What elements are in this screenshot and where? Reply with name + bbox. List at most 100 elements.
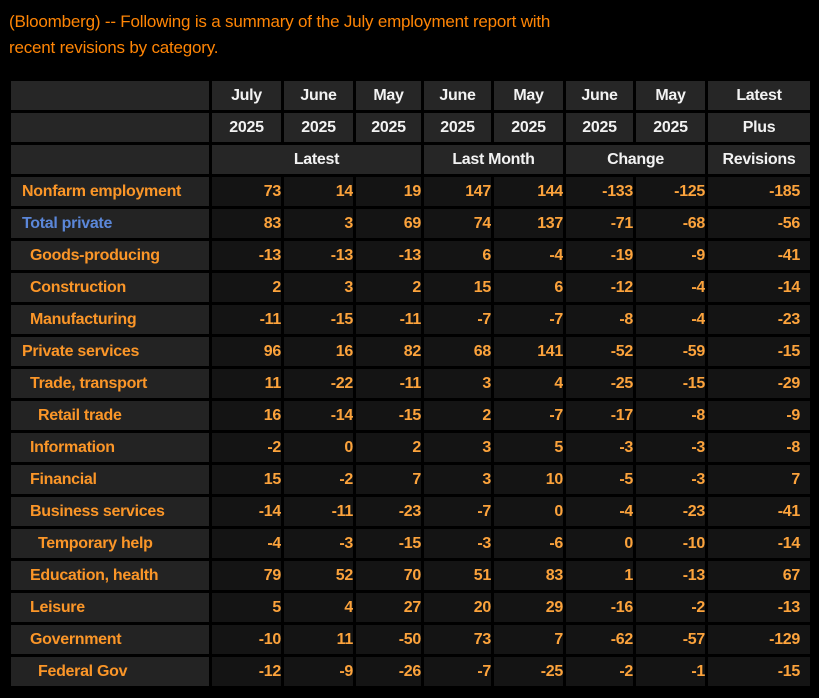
value-cell: 2 xyxy=(353,430,424,465)
table-row-federal-gov: Federal Gov -12 -9 -26 -7 -25 -2 -1 -15 xyxy=(8,654,813,689)
month-header: May xyxy=(353,78,424,113)
value-cell: -56 xyxy=(705,206,813,241)
row-label: Financial xyxy=(8,462,212,497)
value-cell: -2 xyxy=(633,590,708,625)
value-cell: -23 xyxy=(705,302,813,337)
value-cell: -11 xyxy=(353,302,424,337)
row-label: Private services xyxy=(8,334,212,369)
value-cell: 7 xyxy=(491,622,566,657)
value-cell: 74 xyxy=(421,206,494,241)
value-cell: 2 xyxy=(353,270,424,305)
value-cell: 147 xyxy=(421,174,494,209)
value-cell: -12 xyxy=(209,654,284,689)
employment-table: July June May June May June May Latest 2… xyxy=(8,78,813,689)
value-cell: -7 xyxy=(491,302,566,337)
value-cell: -71 xyxy=(563,206,636,241)
value-cell: -3 xyxy=(421,526,494,561)
value-cell: 0 xyxy=(491,494,566,529)
value-cell: 6 xyxy=(421,238,494,273)
row-label: Leisure xyxy=(8,590,212,625)
value-cell: 10 xyxy=(491,462,566,497)
value-cell: -8 xyxy=(563,302,636,337)
value-cell: -6 xyxy=(491,526,566,561)
value-cell: -2 xyxy=(281,462,356,497)
value-cell: -15 xyxy=(353,526,424,561)
value-cell: 67 xyxy=(705,558,813,593)
value-cell: 73 xyxy=(421,622,494,657)
value-cell: -29 xyxy=(705,366,813,401)
header-row-groups: Latest Last Month Change Revisions xyxy=(8,142,813,177)
table-row-financial: Financial 15 -2 7 3 10 -5 -3 7 xyxy=(8,462,813,497)
value-cell: 15 xyxy=(421,270,494,305)
value-cell: -7 xyxy=(491,398,566,433)
header-spacer-cell xyxy=(8,78,212,113)
value-cell: 83 xyxy=(491,558,566,593)
value-cell: -2 xyxy=(563,654,636,689)
value-cell: 137 xyxy=(491,206,566,241)
table-row-goods-producing: Goods-producing -13 -13 -13 6 -4 -19 -9 … xyxy=(8,238,813,273)
value-cell: -23 xyxy=(353,494,424,529)
value-cell: -129 xyxy=(705,622,813,657)
value-cell: 3 xyxy=(281,270,356,305)
table-row-retail-trade: Retail trade 16 -14 -15 2 -7 -17 -8 -9 xyxy=(8,398,813,433)
table-row-information: Information -2 0 2 3 5 -3 -3 -8 xyxy=(8,430,813,465)
row-label: Government xyxy=(8,622,212,657)
value-cell: -25 xyxy=(563,366,636,401)
value-cell: 16 xyxy=(209,398,284,433)
value-cell: -57 xyxy=(633,622,708,657)
header-spacer-cell xyxy=(8,142,212,177)
value-cell: -15 xyxy=(353,398,424,433)
value-cell: 83 xyxy=(209,206,284,241)
value-cell: -15 xyxy=(705,334,813,369)
table-row-government: Government -10 11 -50 73 7 -62 -57 -129 xyxy=(8,622,813,657)
value-cell: 141 xyxy=(491,334,566,369)
value-cell: -16 xyxy=(563,590,636,625)
value-cell: -10 xyxy=(633,526,708,561)
value-cell: -13 xyxy=(353,238,424,273)
value-cell: -26 xyxy=(353,654,424,689)
month-header: July xyxy=(209,78,284,113)
group-header-latest: Latest xyxy=(209,142,424,177)
value-cell: -22 xyxy=(281,366,356,401)
group-header-last-month: Last Month xyxy=(421,142,566,177)
value-cell: -41 xyxy=(705,238,813,273)
row-label: Total private xyxy=(8,206,212,241)
value-cell: 79 xyxy=(209,558,284,593)
row-label: Retail trade xyxy=(8,398,212,433)
value-cell: -13 xyxy=(281,238,356,273)
table-row-leisure: Leisure 5 4 27 20 29 -16 -2 -13 xyxy=(8,590,813,625)
value-cell: 4 xyxy=(491,366,566,401)
value-cell: -13 xyxy=(705,590,813,625)
table-row-education-health: Education, health 79 52 70 51 83 1 -13 6… xyxy=(8,558,813,593)
value-cell: 11 xyxy=(281,622,356,657)
value-cell: 19 xyxy=(353,174,424,209)
value-cell: 52 xyxy=(281,558,356,593)
value-cell: 51 xyxy=(421,558,494,593)
value-cell: 70 xyxy=(353,558,424,593)
month-header: June xyxy=(563,78,636,113)
value-cell: -4 xyxy=(563,494,636,529)
row-label: Business services xyxy=(8,494,212,529)
value-cell: -14 xyxy=(705,526,813,561)
value-cell: -7 xyxy=(421,302,494,337)
value-cell: -2 xyxy=(209,430,284,465)
row-label: Nonfarm employment xyxy=(8,174,212,209)
month-header: June xyxy=(281,78,356,113)
year-header: 2025 xyxy=(491,110,566,145)
title-line-1: (Bloomberg) -- Following is a summary of… xyxy=(9,12,551,31)
value-cell: 0 xyxy=(281,430,356,465)
value-cell: -15 xyxy=(633,366,708,401)
value-cell: 14 xyxy=(281,174,356,209)
value-cell: 3 xyxy=(421,462,494,497)
value-cell: 3 xyxy=(281,206,356,241)
table-row-temporary-help: Temporary help -4 -3 -15 -3 -6 0 -10 -14 xyxy=(8,526,813,561)
table-row-nonfarm-employment: Nonfarm employment 73 14 19 147 144 -133… xyxy=(8,174,813,209)
value-cell: 16 xyxy=(281,334,356,369)
value-cell: -9 xyxy=(705,398,813,433)
value-cell: 68 xyxy=(421,334,494,369)
value-cell: -3 xyxy=(633,462,708,497)
value-cell: -7 xyxy=(421,494,494,529)
value-cell: 20 xyxy=(421,590,494,625)
value-cell: -12 xyxy=(563,270,636,305)
